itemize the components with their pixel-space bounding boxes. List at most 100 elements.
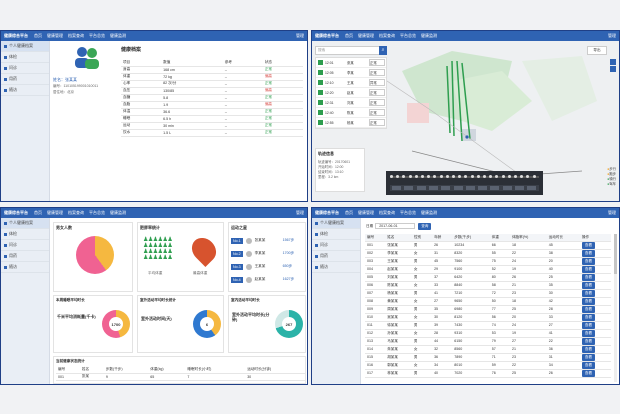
sidebar-item-medicine[interactable]: 用药 [1,251,49,262]
playback-control[interactable] [490,186,500,190]
nav-home[interactable]: 首页 [345,33,353,38]
playback-bar[interactable] [386,171,543,195]
nav-overview[interactable]: 平台总览 [89,33,105,38]
nav-overview[interactable]: 平台总览 [400,210,416,215]
view-button[interactable]: 查看 [581,345,596,353]
query-button[interactable]: 查询 [418,222,432,230]
view-button[interactable]: 查看 [581,257,596,265]
view-button[interactable]: 查看 [581,297,596,305]
timeline-dot[interactable] [483,175,486,178]
nav-monitor[interactable]: 健康监测 [110,210,126,215]
export-button[interactable]: 导出 [587,46,607,55]
nav-monitor[interactable]: 健康监测 [110,33,126,38]
view-button[interactable]: 查看 [581,337,596,345]
timeline-dot[interactable] [464,175,468,178]
sidebar-item-medicine[interactable]: 用药 [1,74,49,85]
timeline-dot[interactable] [445,175,449,178]
timeline-dot[interactable] [452,175,455,178]
nav-overview[interactable]: 平台总览 [400,33,416,38]
sidebar-item-followup[interactable]: 随访 [1,85,49,96]
timeline-dot[interactable] [402,175,406,178]
sidebar-item-record[interactable]: 个人健康档案 [1,218,49,229]
timeline-dot[interactable] [470,175,474,178]
nav-health[interactable]: 健康管理 [358,210,374,215]
view-button[interactable]: 查看 [581,289,596,297]
timeline-dot[interactable] [476,175,480,178]
nav-home[interactable]: 首页 [345,210,353,215]
sidebar-item-medicine[interactable]: 用药 [312,251,360,262]
view-button[interactable]: 查看 [581,329,596,337]
nav-home[interactable]: 首页 [34,33,42,38]
timeline-dot[interactable] [414,175,418,178]
timeline-dot[interactable] [458,175,462,178]
list-item[interactable]: 12:01 张某 正常 [316,58,386,68]
view-button[interactable]: 查看 [581,321,596,329]
search-button[interactable]: ⌕ [379,46,387,55]
list-item[interactable]: 12:31 刘某 正常 [316,98,386,108]
timeline-dot[interactable] [421,175,424,178]
nav-monitor[interactable]: 健康监测 [421,210,437,215]
sidebar-item-consult[interactable]: 问诊 [312,240,360,251]
nav-health[interactable]: 健康管理 [47,33,63,38]
view-button[interactable]: 查看 [581,361,596,369]
view-button[interactable]: 查看 [581,265,596,273]
playback-control[interactable] [441,186,451,190]
view-button[interactable]: 查看 [581,305,596,313]
timeline-dot[interactable] [532,175,536,178]
list-item[interactable]: 12:40 陈某 正常 [316,108,386,118]
user-menu[interactable]: 管理 [296,210,304,215]
nav-health[interactable]: 健康管理 [47,210,63,215]
sidebar-item-consult[interactable]: 问诊 [1,63,49,74]
list-item[interactable]: 12:55 杨某 正常 [316,118,386,128]
playback-control[interactable] [416,186,426,190]
sidebar-item-exam[interactable]: 体检 [1,229,49,240]
user-menu[interactable]: 管理 [296,33,304,38]
playback-control[interactable] [515,186,524,190]
nav-health[interactable]: 健康管理 [358,33,374,38]
timeline-dot[interactable] [514,175,517,178]
search-input[interactable]: 搜索 [318,48,326,52]
playback-control[interactable] [392,186,401,190]
timeline-dot[interactable] [520,175,524,178]
view-button[interactable]: 查看 [581,353,596,361]
timeline-dot[interactable] [396,175,400,178]
sidebar-item-record[interactable]: 个人健康档案 [1,41,49,52]
user-menu[interactable]: 管理 [608,33,616,38]
list-item[interactable]: 12:10 王某 异常 [316,78,386,88]
sidebar-item-followup[interactable]: 随访 [1,262,49,273]
view-button[interactable]: 查看 [581,273,596,281]
timeline-dot[interactable] [495,175,499,178]
nav-records[interactable]: 档案查询 [379,210,395,215]
view-button[interactable]: 查看 [581,281,596,289]
timeline-dot[interactable] [427,175,431,178]
list-item[interactable]: 12:05 李某 正常 [316,68,386,78]
sidebar-item-record[interactable]: 个人健康档案 [312,218,360,229]
timeline-dot[interactable] [501,175,505,178]
sidebar-item-consult[interactable]: 问诊 [1,240,49,251]
playback-control[interactable] [465,186,475,190]
nav-monitor[interactable]: 健康监测 [421,33,437,38]
playback-control[interactable] [404,186,414,190]
playback-control[interactable] [502,186,512,190]
playback-control[interactable] [478,186,488,190]
nav-overview[interactable]: 平台总览 [89,210,105,215]
sidebar-item-exam[interactable]: 体检 [312,229,360,240]
nav-records[interactable]: 档案查询 [68,210,84,215]
user-menu[interactable]: 管理 [608,210,616,215]
nav-records[interactable]: 档案查询 [379,33,395,38]
scrollbar[interactable] [614,234,617,382]
zoom-in-icon[interactable] [610,59,616,65]
playback-control[interactable] [527,186,537,190]
timeline-dot[interactable] [433,175,437,178]
view-button[interactable]: 查看 [581,369,596,377]
timeline-dot[interactable] [408,175,412,178]
timeline-dot[interactable] [526,175,530,178]
date-field[interactable]: 2017-06-01 [375,223,416,229]
list-item[interactable]: 12:20 赵某 正常 [316,88,386,98]
timeline-dot[interactable] [439,175,443,178]
timeline-dot[interactable] [390,175,393,178]
timeline-dot[interactable] [507,175,511,178]
nav-home[interactable]: 首页 [34,210,42,215]
sidebar-item-followup[interactable]: 随访 [312,262,360,273]
sidebar-item-exam[interactable]: 体检 [1,52,49,63]
